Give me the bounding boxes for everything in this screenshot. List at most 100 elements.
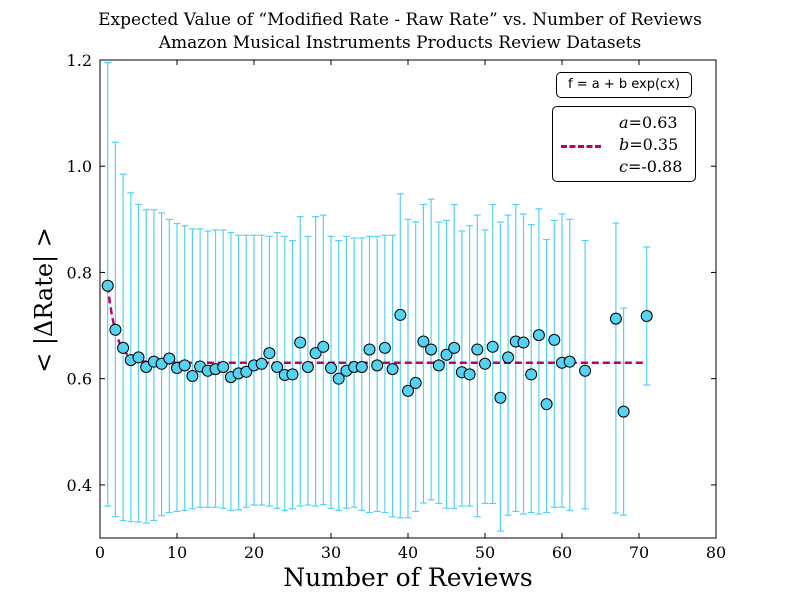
data-point: [132, 351, 145, 364]
legend-a-symbol: a: [619, 113, 629, 132]
errorbar: [612, 222, 620, 514]
errorbar: [450, 203, 458, 509]
data-point: [486, 340, 499, 353]
data-point: [309, 347, 322, 360]
errorbar: [535, 208, 543, 515]
data-point: [186, 370, 199, 383]
data-point: [471, 343, 484, 356]
errorbar: [489, 203, 497, 505]
legend-a-value: =0.63: [628, 113, 678, 132]
data-point: [425, 343, 438, 356]
data-point: [371, 359, 384, 372]
errorbar: [265, 235, 273, 507]
errorbar: [512, 203, 520, 513]
data-point: [494, 391, 507, 404]
legend-b-symbol: b: [619, 135, 630, 154]
data-point: [178, 359, 191, 372]
legend-entry-c: c=-0.88: [619, 157, 682, 176]
data-point: [532, 329, 545, 342]
data-point: [417, 335, 430, 348]
data-point: [271, 360, 284, 373]
x-tick-label: 30: [321, 543, 341, 562]
x-tick-label: 50: [475, 543, 495, 562]
errorbar: [496, 221, 504, 532]
data-point: [617, 405, 630, 418]
x-tick-label: 60: [552, 543, 572, 562]
x-tick-label: 0: [95, 543, 105, 562]
data-point: [109, 323, 122, 336]
errorbar: [381, 234, 389, 514]
errorbar: [358, 237, 366, 511]
x-tick-label: 70: [629, 543, 649, 562]
legend-entry-a: a=0.63: [619, 113, 678, 132]
data-point: [378, 341, 391, 354]
data-point: [517, 336, 530, 349]
errorbar: [404, 218, 412, 519]
legend-c-value: =-0.88: [627, 157, 683, 176]
errorbar: [165, 218, 173, 514]
data-point: [240, 365, 253, 378]
data-point: [117, 341, 130, 354]
data-point: [502, 351, 515, 364]
legend-fit-line-swatch: [561, 145, 601, 148]
legend-box: a=0.63 b=0.35 c=-0.88: [552, 106, 696, 182]
y-axis-label: < |ΔRate| >: [30, 227, 58, 373]
errorbar: [319, 214, 327, 506]
marker-layer: [101, 279, 653, 418]
errorbar: [504, 214, 512, 516]
data-point: [101, 279, 114, 292]
chart-title-line-1: Expected Value of “Modified Rate - Raw R…: [98, 10, 702, 30]
errorbar: [258, 234, 266, 506]
data-point: [563, 355, 576, 368]
data-point: [609, 312, 622, 325]
errorbar: [466, 225, 474, 507]
errorbar: [543, 238, 551, 514]
data-point: [525, 368, 538, 381]
errorbar: [366, 235, 373, 514]
errorbar: [419, 203, 427, 504]
errorbar: [412, 221, 420, 513]
data-point: [163, 352, 176, 365]
data-point: [409, 376, 422, 389]
errorbar: [296, 216, 304, 507]
y-tick-label: 1.2: [67, 51, 92, 70]
y-tick-label: 0.6: [67, 370, 92, 389]
errorbar: [312, 216, 320, 507]
data-point: [325, 362, 337, 375]
errorbar: [443, 219, 450, 509]
data-point: [540, 398, 553, 411]
data-point: [363, 343, 376, 356]
x-tick-label: 20: [244, 543, 264, 562]
x-axis-label: Number of Reviews: [283, 563, 533, 592]
data-point: [317, 340, 330, 353]
legend-c-symbol: c: [619, 157, 628, 176]
x-tick-label: 80: [706, 543, 726, 562]
y-tick-label: 1.0: [67, 157, 92, 176]
data-point: [263, 347, 276, 360]
formula-box: f = a + b exp(cx): [556, 72, 692, 98]
data-point: [394, 308, 407, 321]
data-point: [301, 360, 314, 373]
errorbar: [188, 228, 196, 510]
data-point: [286, 368, 299, 381]
data-point: [640, 309, 653, 322]
data-point: [355, 360, 368, 373]
x-tick-label: 10: [167, 543, 187, 562]
y-tick-label: 0.8: [67, 263, 92, 282]
data-point: [548, 333, 561, 346]
errorbar: [389, 234, 397, 518]
data-point: [440, 348, 453, 361]
data-point: [463, 368, 476, 381]
errorbar: [473, 214, 481, 518]
data-point: [448, 341, 461, 354]
data-point: [432, 359, 445, 372]
chart-title-line-2: Amazon Musical Instruments Products Revi…: [158, 33, 642, 53]
data-point: [386, 363, 399, 376]
errorbar: [520, 213, 527, 515]
legend-entry-b: b=0.35: [619, 135, 678, 154]
data-point: [217, 360, 230, 373]
data-point: [332, 372, 345, 385]
data-point: [579, 364, 592, 377]
legend-b-value: =0.35: [629, 135, 679, 154]
